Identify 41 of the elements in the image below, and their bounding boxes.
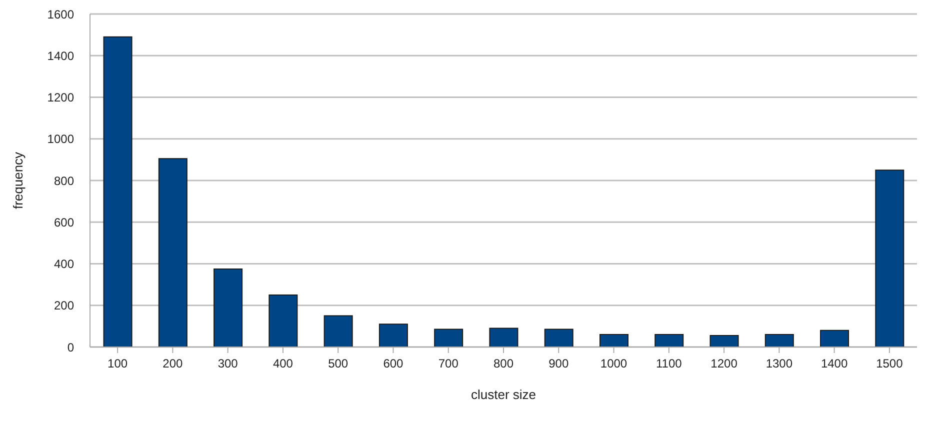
bar xyxy=(820,330,850,347)
x-tick-label: 600 xyxy=(383,356,404,371)
bar xyxy=(654,334,684,347)
y-tick-label: 0 xyxy=(67,340,74,354)
x-tick-label: 1300 xyxy=(766,356,793,371)
bar xyxy=(489,328,518,347)
x-tick-label: 200 xyxy=(162,356,184,371)
bar xyxy=(214,268,243,347)
bar xyxy=(544,328,574,347)
x-tick-label: 900 xyxy=(548,356,569,371)
x-tick-label: 1000 xyxy=(600,356,628,371)
x-tick-label: 1500 xyxy=(876,356,904,371)
y-tick-label: 400 xyxy=(54,257,74,272)
bar xyxy=(599,334,628,347)
y-tick-label: 800 xyxy=(54,174,74,188)
x-tick-label: 800 xyxy=(493,356,514,371)
bar xyxy=(710,335,739,347)
y-axis-title: frequency xyxy=(10,151,26,210)
x-tick-label: 1200 xyxy=(710,356,738,371)
x-tick-label: 700 xyxy=(438,356,459,371)
bar xyxy=(324,315,353,347)
bar xyxy=(434,328,464,347)
y-tick-label: 200 xyxy=(54,298,74,313)
x-tick-label: 1400 xyxy=(820,356,848,371)
y-tick-label: 1600 xyxy=(47,7,74,22)
bar xyxy=(103,36,132,347)
bar xyxy=(875,170,904,347)
y-tick-label: 1400 xyxy=(47,48,74,63)
bar xyxy=(764,334,794,347)
y-tick-label: 600 xyxy=(54,215,74,230)
bar xyxy=(378,324,408,347)
x-axis-title: cluster size xyxy=(470,387,536,402)
x-tick-label: 300 xyxy=(218,356,238,371)
x-tick-label: 100 xyxy=(108,356,128,371)
x-tick-label: 1100 xyxy=(656,356,682,371)
y-tick-label: 1200 xyxy=(47,90,74,105)
x-tick-label: 400 xyxy=(272,356,294,371)
x-tick-label: 500 xyxy=(328,356,348,371)
bar xyxy=(158,158,188,347)
y-tick-label: 1000 xyxy=(47,132,74,146)
bar xyxy=(268,294,298,347)
